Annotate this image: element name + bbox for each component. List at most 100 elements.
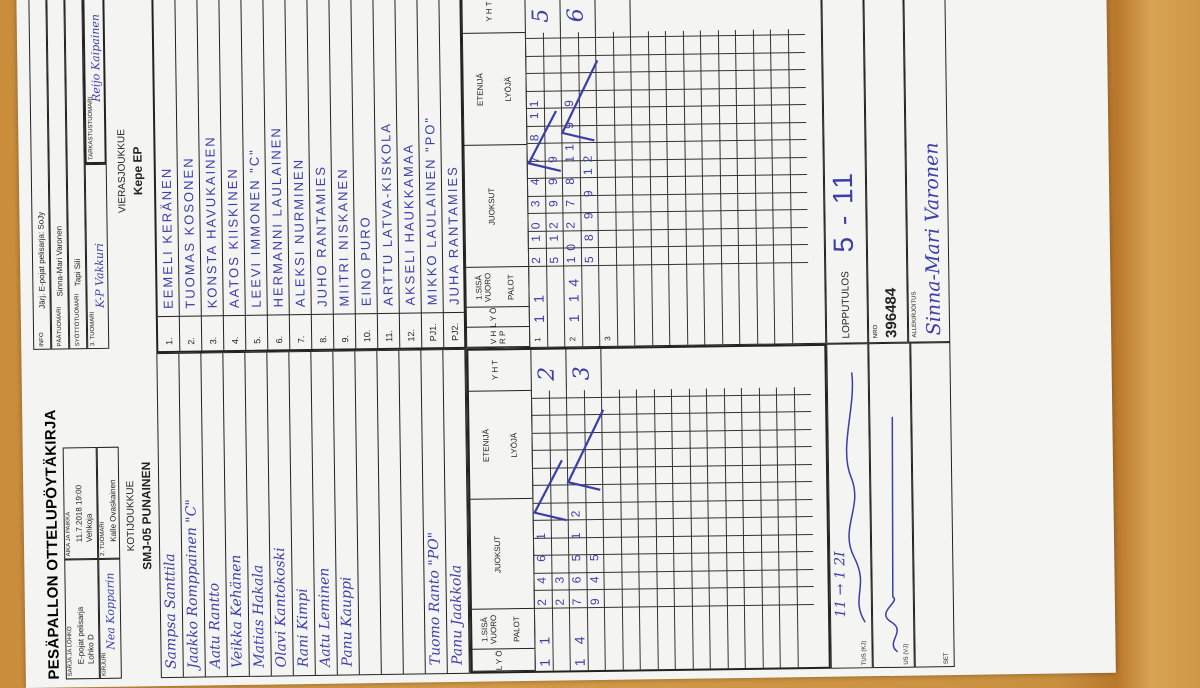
away-player-name: KONSTA HAVUKAINEN xyxy=(202,135,220,309)
period-number: 3 xyxy=(603,336,613,341)
away-player-number: 3. xyxy=(208,336,219,345)
palot-value: 1 xyxy=(536,634,553,645)
away-header-etenija-2: LYÖJÄ xyxy=(503,76,513,102)
scoresheet-paper: PESÄPALLON OTTELUPÖYTÄKIRJA SARJA JA LOH… xyxy=(16,0,1116,688)
kj-signature-scribble xyxy=(845,372,866,623)
series-box: SARJA JA LOHKO E-pojat pelisarja Lohko D xyxy=(64,558,100,680)
umpire2-box: 2. TUOMARI Kalle Ovaskainen xyxy=(96,446,121,559)
result-label: LOPPUTULOS xyxy=(840,271,853,339)
away-header-palot-2: PALOT xyxy=(506,274,516,301)
away-player-number: 12. xyxy=(406,329,417,342)
home-player-name: Rani Kimpi xyxy=(294,588,312,668)
away-player-table: 1. EEMELI KERÄNEN 2. TUOMAS KOSONEN 3. KONSTA… xyxy=(151,0,467,354)
time-label: AIKA JA PAIKKA xyxy=(65,511,73,557)
tally-strokes xyxy=(532,409,605,522)
umpire3-label: 3. TUOMARI xyxy=(89,311,97,347)
away-header-yht: Y H T xyxy=(484,1,494,22)
form-title: PESÄPALLON OTTELUPÖYTÄKIRJA xyxy=(42,409,63,680)
away-player-name: ALEKSI NURMINEN xyxy=(290,157,308,308)
palot-value: 1 4 xyxy=(565,276,582,303)
away-player-name: AKSELI HAUKKAMAA xyxy=(400,142,418,306)
away-header-lyo: L Y Ö xyxy=(488,307,499,328)
home-player-name: Panu Kauppi xyxy=(338,576,356,667)
away-player-name: TUOMAS KOSONEN xyxy=(180,156,198,309)
signature-box: ALLEKIRJOITUS Sinna-Mari Varonen xyxy=(903,0,951,343)
home-team-label: KOTIJOUKKUE xyxy=(125,480,138,552)
vj-signature-box: US (VJ) xyxy=(868,342,915,669)
away-header-etenija: ETENIJÄ xyxy=(475,73,485,107)
period-number: 2 xyxy=(568,336,578,342)
umpire2-value: Kalle Ovaskainen xyxy=(108,479,118,542)
home-player-name: Matias Hakala xyxy=(250,564,268,668)
away-player-name: AATOS KIISKINEN xyxy=(224,167,242,309)
check-umpire-value: Reijo Kaipainen xyxy=(88,13,103,103)
grid-line xyxy=(717,30,723,345)
scorer-box: KIRJURI Nea Kopparin xyxy=(98,558,122,679)
nro-value: 396484 xyxy=(882,287,901,338)
lyo-value: 1 xyxy=(571,656,588,667)
time-value: 11.7.2018 19:00 xyxy=(74,484,84,543)
result-value: 5 - 11 xyxy=(826,170,859,253)
grid-line xyxy=(647,31,653,346)
home-player-name: Sampsa Santtila xyxy=(162,553,180,670)
away-player-number: 1. xyxy=(164,337,175,346)
lyo-value: 1 xyxy=(530,312,547,323)
grid-line xyxy=(752,29,758,344)
palot-value: 4 xyxy=(571,634,588,645)
period-number: 1 xyxy=(533,337,543,342)
away-player-number: PJ1. xyxy=(427,323,439,342)
series-value: E-pojat pelisarja xyxy=(75,606,86,665)
info-value: Järj. E-pojat pelisarja: SoJy xyxy=(36,211,47,309)
away-player-number: 2. xyxy=(186,337,197,345)
away-player-number: 10. xyxy=(362,329,373,343)
check-umpire-box: TARKASTUSTUOMARI Reijo Kaipainen xyxy=(82,0,107,165)
nro-label: NRO xyxy=(873,324,880,339)
away-team-label: VIERASJOUKKUE xyxy=(116,129,129,214)
away-player-number: 7. xyxy=(296,335,307,344)
result-box: LOPPUTULOS 5 - 11 xyxy=(821,0,869,344)
home-player-name: Veikka Kehänen xyxy=(228,554,246,669)
away-player-name: MIITRI NISKANEN xyxy=(334,167,352,307)
away-player-number: PJ2. xyxy=(449,322,461,342)
home-player-name: Olavi Kantokoski xyxy=(272,547,290,668)
home-player-name: Aatu Rantto xyxy=(206,582,224,669)
lyo-value: 1 xyxy=(565,312,582,323)
home-team-name: SMJ-05 PUNAINEN xyxy=(138,461,155,570)
set-box: SET xyxy=(910,342,955,668)
away-player-name: LEEVI IMMONEN "C" xyxy=(246,148,264,308)
away-header-palot: 1.SISÄ VUORO xyxy=(474,272,493,303)
vj-signature-scribble xyxy=(885,416,899,653)
home-player-name: Aatu Leminen xyxy=(316,567,334,667)
umpire3-box: 3. TUOMARI K-P Vakkuri xyxy=(84,163,110,350)
time-box: AIKA JA PAIKKA 11.7.2018 19:00 Vehkoja xyxy=(62,446,99,560)
home-header-yht: Y H T xyxy=(490,359,500,381)
info-label: INFO xyxy=(39,332,46,347)
grid-line xyxy=(769,29,776,344)
set-label: SET xyxy=(943,652,950,665)
away-player-number: 11. xyxy=(384,329,395,342)
home-header-lyo: L Y Ö xyxy=(494,650,504,671)
home-header-etenija: ETENIJÄ xyxy=(481,429,491,463)
home-header-palot-2: PALOT xyxy=(512,616,522,643)
away-player-name: EEMELI KERÄNEN xyxy=(158,166,176,310)
pitch-umpire-label: SYÖTTÖTUOMARI xyxy=(74,293,82,347)
home-player-name: Tuomo Ranto "PO" xyxy=(425,531,444,666)
away-player-number: 9. xyxy=(340,334,351,343)
grid-line xyxy=(787,29,793,344)
away-player-name: JUHA RANTAMIES xyxy=(444,165,462,306)
head-umpire-value: Sinna-Mari Varonen xyxy=(54,225,65,297)
lyo-value: 1 xyxy=(536,656,553,667)
home-player-table: Sampsa Santtila Jaakko Romppainen "C" Aatu… xyxy=(156,348,471,679)
scorer-value: Nea Kopparin xyxy=(103,572,118,650)
umpire3-value: K-P Vakkuri xyxy=(92,243,107,309)
grid-line xyxy=(664,31,671,345)
palot-value: 1 xyxy=(530,292,547,303)
home-header-juoksut: JUOKSUT xyxy=(492,535,503,574)
check-umpire-label: TARKASTUSTUOMARI xyxy=(87,96,95,161)
nro-box: NRO 396484 xyxy=(863,0,909,344)
pitch-umpire-value: Tapi Sili xyxy=(73,258,83,287)
away-player-number: 8. xyxy=(318,335,329,343)
away-player-name: JUHO RANTAMIES xyxy=(312,164,330,307)
divider xyxy=(629,0,631,32)
tally-strokes xyxy=(527,59,599,173)
